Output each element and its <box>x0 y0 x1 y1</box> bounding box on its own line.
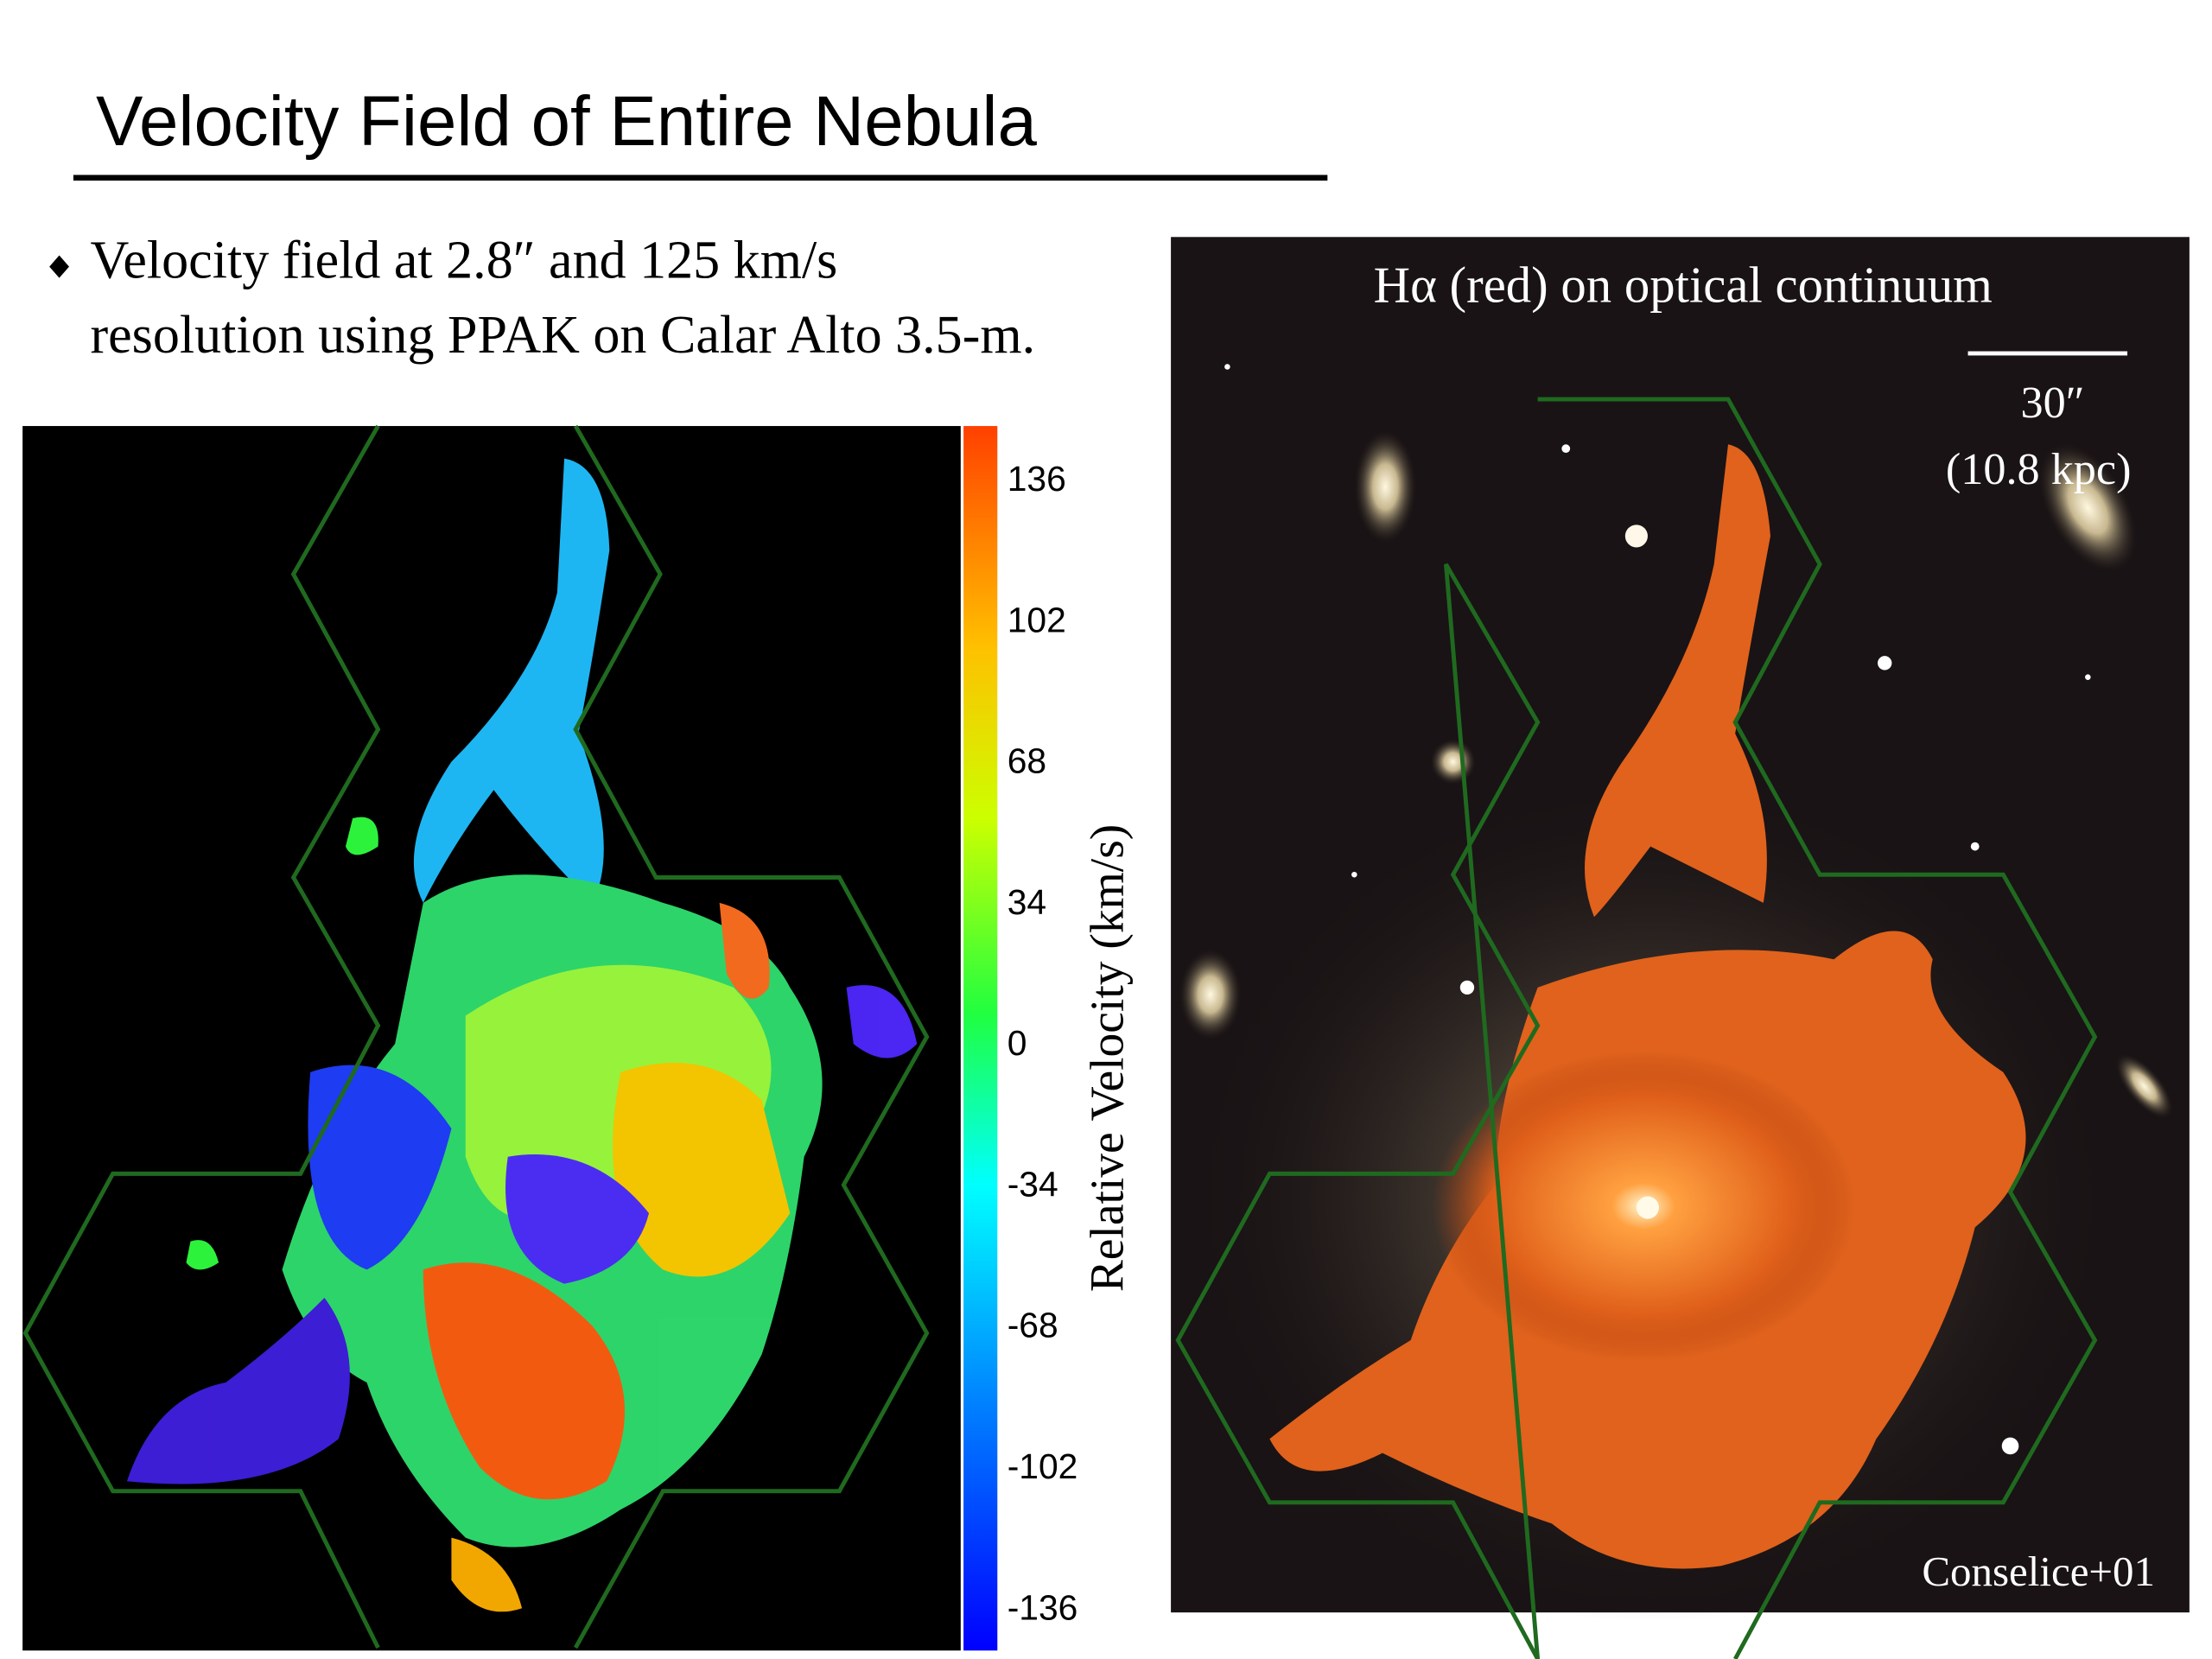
colorbar-tick-label: -68 <box>1007 1306 1058 1345</box>
colorbar-tick-label: 136 <box>1007 459 1066 499</box>
bullet-line: resolution using PPAK on Calar Alto 3.5-… <box>90 306 1035 365</box>
colorbar-tick-label: 102 <box>1007 600 1066 639</box>
velocity-map <box>22 424 961 1651</box>
slide-title: Velocity Field of Entire Nebula <box>96 82 1038 161</box>
scale-bar-label: 30″ <box>2021 378 2085 428</box>
image-caption: Hα (red) on optical continuum <box>1374 257 1993 313</box>
halpha-image <box>1171 237 2190 1659</box>
colorbar <box>963 426 998 1651</box>
title-rule <box>73 175 1328 181</box>
bullet-line: Velocity field at 2.8″ and 125 km/s <box>90 232 837 290</box>
colorbar-tick-label: 0 <box>1007 1023 1027 1063</box>
scale-bar-label: (10.8 kpc) <box>1946 444 2132 494</box>
colorbar-tick-label: -102 <box>1007 1446 1078 1486</box>
colorbar-label: Relative Velocity (km/s) <box>1082 824 1135 1293</box>
bullet-marker <box>49 255 69 278</box>
colorbar-tick-label: -34 <box>1007 1164 1058 1204</box>
colorbar-tick-label: 68 <box>1007 741 1046 781</box>
colorbar-tick-label: -136 <box>1007 1587 1078 1627</box>
image-credit: Conselice+01 <box>1922 1548 2155 1595</box>
colorbar-tick-label: 34 <box>1007 882 1046 922</box>
